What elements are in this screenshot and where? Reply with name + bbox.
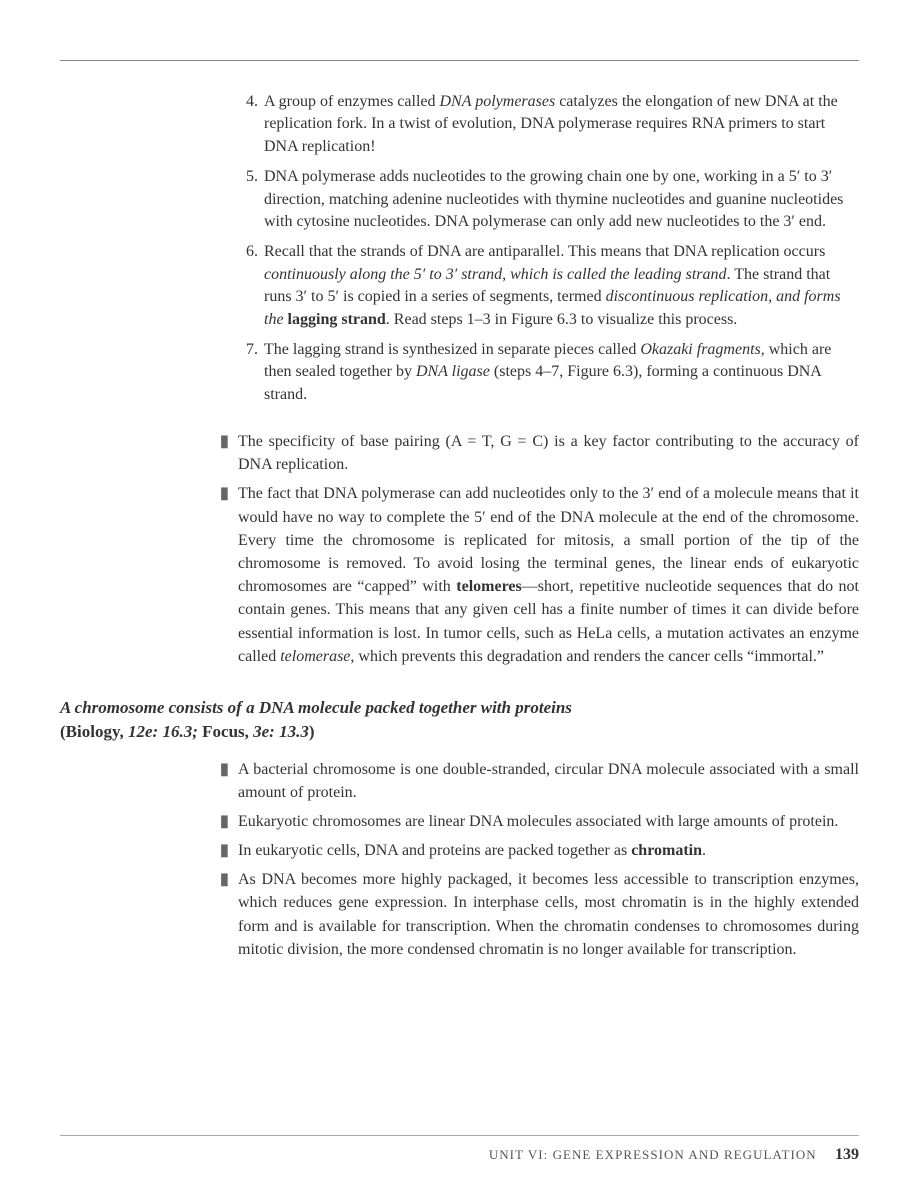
footer-unit: UNIT VI: GENE EXPRESSION AND REGULATION xyxy=(489,1147,817,1162)
bullet-icon: ▮ xyxy=(220,839,238,862)
item-number: 4. xyxy=(240,91,264,158)
bullet-item: ▮The specificity of base pairing (A = T,… xyxy=(220,430,859,476)
bullet-item: ▮The fact that DNA polymerase can add nu… xyxy=(220,482,859,668)
top-rule xyxy=(60,60,859,61)
item-body: A group of enzymes called DNA polymerase… xyxy=(264,91,859,158)
bullet-icon: ▮ xyxy=(220,758,238,804)
bullet-body: The fact that DNA polymerase can add nuc… xyxy=(238,482,859,668)
bullet-body: A bacterial chromosome is one double-str… xyxy=(238,758,859,804)
numbered-list: 4.A group of enzymes called DNA polymera… xyxy=(240,91,859,406)
page-footer: UNIT VI: GENE EXPRESSION AND REGULATION … xyxy=(60,1135,859,1164)
bullet-icon: ▮ xyxy=(220,482,238,668)
bullet-item: ▮Eukaryotic chromosomes are linear DNA m… xyxy=(220,810,859,833)
bullet-icon: ▮ xyxy=(220,430,238,476)
heading-ref-suffix: ) xyxy=(309,722,315,741)
bullet-icon: ▮ xyxy=(220,868,238,961)
bullet-list-1: ▮The specificity of base pairing (A = T,… xyxy=(220,430,859,668)
item-body: Recall that the strands of DNA are antip… xyxy=(264,241,859,331)
footer-page-number: 139 xyxy=(835,1146,859,1163)
item-number: 6. xyxy=(240,241,264,331)
bullet-list-2: ▮A bacterial chromosome is one double-st… xyxy=(220,758,859,962)
item-body: DNA polymerase adds nucleotides to the g… xyxy=(264,166,859,233)
item-body: The lagging strand is synthesized in sep… xyxy=(264,339,859,406)
bullet-item: ▮In eukaryotic cells, DNA and proteins a… xyxy=(220,839,859,862)
bullet-body: As DNA becomes more highly packaged, it … xyxy=(238,868,859,961)
numbered-item: 5.DNA polymerase adds nucleotides to the… xyxy=(240,166,859,233)
bullet-icon: ▮ xyxy=(220,810,238,833)
bullet-body: In eukaryotic cells, DNA and proteins ar… xyxy=(238,839,859,862)
heading-ref-2: 3e: 13.3 xyxy=(253,722,309,741)
numbered-item: 7.The lagging strand is synthesized in s… xyxy=(240,339,859,406)
section-heading: A chromosome consists of a DNA molecule … xyxy=(60,696,859,744)
heading-ref-1: 12e: 16.3; xyxy=(128,722,198,741)
numbered-item: 6.Recall that the strands of DNA are ant… xyxy=(240,241,859,331)
bullet-item: ▮As DNA becomes more highly packaged, it… xyxy=(220,868,859,961)
bullet-body: Eukaryotic chromosomes are linear DNA mo… xyxy=(238,810,859,833)
bullet-body: The specificity of base pairing (A = T, … xyxy=(238,430,859,476)
bullet-item: ▮A bacterial chromosome is one double-st… xyxy=(220,758,859,804)
heading-ref-mid: Focus, xyxy=(198,722,253,741)
item-number: 7. xyxy=(240,339,264,406)
heading-ref-prefix: (Biology, xyxy=(60,722,128,741)
heading-title: A chromosome consists of a DNA molecule … xyxy=(60,698,572,717)
numbered-item: 4.A group of enzymes called DNA polymera… xyxy=(240,91,859,158)
item-number: 5. xyxy=(240,166,264,233)
